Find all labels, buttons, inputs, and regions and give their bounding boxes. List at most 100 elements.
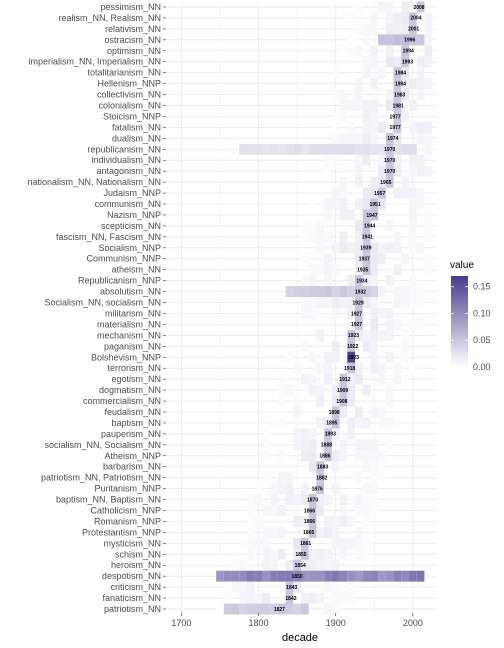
heat-cell: [385, 570, 394, 582]
heat-cell: [393, 187, 402, 199]
heat-cell: [378, 373, 386, 385]
heat-cell: [347, 373, 355, 385]
heat-cell: [355, 308, 363, 319]
row-label: patriotism_NN, Patriotism_NN: [41, 473, 161, 483]
heat-cell: [362, 570, 371, 582]
heat-cell: [378, 286, 386, 298]
heat-cell: [393, 23, 402, 35]
heat-cell: [355, 89, 363, 101]
heat-cell: [355, 1, 363, 13]
heat-cell: [370, 297, 379, 308]
row-label: fascism_NN, Fascism_NN: [56, 232, 161, 242]
heat-cell: [316, 264, 325, 276]
heat-cell: [393, 110, 402, 122]
heat-cell: [223, 581, 232, 593]
row-label: Republicanism_NNP: [78, 276, 161, 286]
heat-cell: [308, 297, 317, 308]
heat-cell: [362, 275, 371, 287]
heat-cell: [385, 12, 394, 24]
heat-cell: [254, 592, 263, 604]
heat-cell: [239, 581, 247, 593]
heat-cell: [370, 121, 379, 133]
heat-cell: [331, 406, 340, 418]
heat-cell: [277, 395, 286, 407]
peak-year-label: 1929: [353, 300, 364, 306]
heat-cell: [362, 209, 371, 221]
heat-cell: [270, 526, 278, 538]
heat-cell: [301, 559, 309, 571]
heat-cell: [409, 121, 417, 133]
heat-cell: [362, 286, 371, 298]
heat-cell: [285, 592, 294, 604]
row-label: fanaticism_NN: [102, 593, 161, 603]
row-label: individualism_NN: [91, 155, 161, 165]
heat-cell: [301, 548, 309, 560]
row-label: colonialism_NN: [98, 101, 161, 111]
heat-cell: [301, 340, 309, 352]
heat-cell: [331, 286, 340, 298]
heat-cell: [339, 373, 348, 385]
heat-cell: [401, 286, 409, 298]
heat-cell: [424, 165, 433, 177]
heat-cell: [401, 187, 409, 199]
row-label: baptism_NN: [111, 418, 161, 428]
peak-year-label: 1923: [348, 333, 359, 339]
heat-cell: [362, 515, 371, 527]
heat-cell: [424, 132, 433, 144]
heat-cell: [355, 23, 363, 35]
heat-cell: [324, 570, 332, 582]
heat-cell: [316, 472, 325, 484]
heat-cell: [331, 187, 340, 199]
heat-cell: [355, 472, 363, 484]
peak-year-label: 1944: [364, 224, 375, 230]
heat-cell: [301, 483, 309, 495]
peak-year-label: 1937: [359, 257, 370, 263]
peak-year-label: 1957: [374, 191, 385, 197]
heat-cell: [308, 373, 317, 385]
heat-cell: [385, 318, 394, 330]
row-label: pauperism_NN: [101, 429, 161, 439]
heat-cell: [385, 100, 394, 111]
heat-cell: [355, 45, 363, 57]
peak-year-label: 1994: [403, 49, 414, 55]
heat-cell: [370, 362, 379, 374]
row-label: optimism_NN: [107, 46, 161, 56]
heat-cell: [378, 154, 386, 166]
heat-cell: [355, 417, 363, 429]
heat-cell: [301, 231, 309, 243]
heat-cell: [285, 286, 294, 298]
heat-cell: [316, 494, 325, 506]
heat-cell: [293, 362, 301, 374]
heat-cell: [293, 395, 301, 407]
heat-cell: [339, 286, 348, 298]
peak-year-label: 1908: [336, 399, 347, 405]
row-label: mysticism_NN: [104, 538, 162, 548]
heat-cell: [331, 351, 340, 363]
heat-cell: [393, 121, 402, 133]
heat-cell: [409, 78, 417, 90]
heat-cell: [347, 581, 355, 593]
heat-cell: [339, 494, 348, 506]
heat-cell: [401, 297, 409, 308]
heat-cell: [362, 67, 371, 79]
heat-cell: [285, 143, 294, 155]
heat-cell: [316, 483, 325, 495]
heat-cell: [308, 308, 317, 319]
heat-cell: [339, 384, 348, 396]
heat-cell: [378, 67, 386, 79]
peak-year-label: 1883: [317, 465, 328, 471]
heat-cell: [324, 526, 332, 538]
peak-year-label: 1918: [344, 366, 355, 372]
heat-cell: [262, 428, 271, 440]
heat-cell: [254, 603, 263, 615]
heat-cell: [424, 12, 433, 24]
peak-year-label: 1866: [304, 508, 315, 514]
heat-cell: [409, 286, 417, 298]
peak-year-label: 1843: [286, 585, 297, 591]
heat-cell: [239, 559, 247, 571]
heat-cell: [409, 231, 417, 243]
heat-cell: [316, 297, 325, 308]
heat-cell: [239, 592, 247, 604]
heat-cell: [416, 165, 425, 177]
heat-cell: [316, 220, 325, 232]
